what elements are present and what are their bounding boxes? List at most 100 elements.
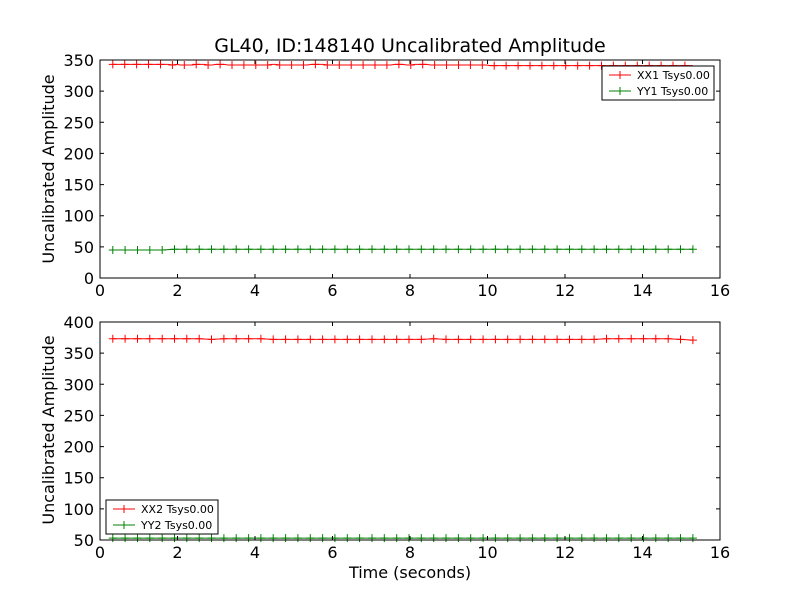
data-point — [573, 61, 582, 70]
data-point — [490, 61, 499, 70]
data-point — [454, 335, 463, 344]
data-point — [502, 61, 511, 70]
data-point — [676, 534, 685, 543]
data-point — [182, 334, 191, 343]
data-point — [537, 61, 546, 70]
data-point — [318, 335, 327, 344]
data-point — [651, 245, 660, 254]
data-point — [281, 335, 290, 344]
data-point — [368, 245, 376, 254]
data-point — [602, 245, 611, 254]
legend-label-xx1: XX1 Tsys0.00 — [637, 69, 710, 82]
data-point — [195, 334, 204, 343]
data-point — [503, 245, 512, 254]
y-tick-label: 150 — [63, 469, 94, 488]
data-point — [479, 245, 488, 254]
x-tick-label: 2 — [172, 281, 182, 300]
data-point — [627, 245, 636, 254]
y-tick-label: 50 — [74, 238, 94, 257]
data-point — [565, 335, 574, 344]
x-tick-label: 12 — [555, 281, 575, 300]
data-point — [664, 245, 673, 254]
y-axis-label-top: Uncalibrated Amplitude — [39, 74, 58, 263]
data-point — [602, 334, 611, 343]
data-point — [232, 534, 241, 543]
chart-title: GL40, ID:148140 Uncalibrated Amplitude — [214, 35, 606, 57]
subplot-bottom: Uncalibrated Amplitude Time (seconds) 0 2… — [39, 313, 730, 582]
data-point — [145, 534, 154, 543]
y-tick-label: 350 — [63, 344, 94, 363]
data-point — [380, 534, 389, 543]
data-point — [156, 60, 165, 69]
data-point — [405, 534, 413, 543]
data-point — [688, 336, 697, 345]
subplot-top: GL40, ID:148140 Uncalibrated Amplitude U… — [39, 35, 730, 300]
data-point — [133, 246, 142, 254]
data-point — [121, 334, 130, 343]
data-point — [158, 334, 167, 343]
data-point — [269, 534, 278, 543]
data-point — [417, 245, 426, 254]
data-point — [516, 335, 525, 344]
data-point — [195, 245, 204, 254]
data-point — [355, 245, 364, 254]
data-point — [454, 534, 463, 543]
y-tick-label: 300 — [63, 375, 94, 394]
data-point — [565, 534, 574, 543]
data-point — [368, 335, 376, 344]
data-point — [479, 534, 488, 543]
y-tick-label: 250 — [63, 406, 94, 425]
data-point — [430, 61, 439, 69]
data-point — [491, 534, 500, 543]
data-point — [330, 335, 339, 344]
data-point — [627, 534, 636, 543]
data-point — [168, 61, 177, 69]
data-point — [343, 534, 352, 543]
x-tick-label: 4 — [250, 543, 260, 562]
data-point — [158, 534, 167, 543]
data-point — [293, 335, 302, 344]
data-point — [577, 335, 586, 344]
legend-box-bottom — [105, 499, 219, 535]
data-point — [478, 61, 487, 69]
data-point — [514, 61, 523, 70]
data-point — [219, 245, 228, 254]
x-tick-label: 6 — [327, 281, 337, 300]
data-point — [553, 335, 562, 344]
x-tick-label: 2 — [172, 543, 182, 562]
x-tick-label: 16 — [710, 543, 730, 562]
data-point — [394, 60, 403, 69]
data-point — [553, 245, 562, 254]
data-point — [405, 245, 413, 254]
data-point — [182, 245, 191, 254]
y-tick-label: 200 — [63, 144, 94, 163]
x-tick-label: 0 — [95, 281, 105, 300]
data-point — [602, 534, 611, 543]
data-point — [392, 335, 401, 344]
data-point — [382, 61, 391, 69]
data-point — [528, 245, 537, 254]
data-point — [577, 534, 586, 543]
data-point — [371, 61, 379, 69]
data-point — [380, 335, 389, 344]
data-point — [207, 245, 216, 254]
data-point — [330, 245, 339, 254]
x-tick-label: 14 — [632, 281, 652, 300]
data-point — [180, 61, 189, 69]
data-point — [540, 534, 549, 543]
data-point — [627, 334, 636, 343]
data-point — [207, 534, 216, 543]
y-tick-label: 300 — [63, 82, 94, 101]
data-point — [269, 245, 278, 254]
data-point — [219, 334, 228, 343]
data-point — [516, 534, 525, 543]
data-point — [133, 334, 142, 343]
x-tick-label: 10 — [477, 281, 497, 300]
data-point — [108, 534, 117, 543]
data-point — [219, 534, 228, 543]
data-point — [256, 245, 265, 254]
data-point — [565, 245, 574, 254]
data-point — [228, 61, 236, 69]
data-point — [145, 334, 154, 343]
